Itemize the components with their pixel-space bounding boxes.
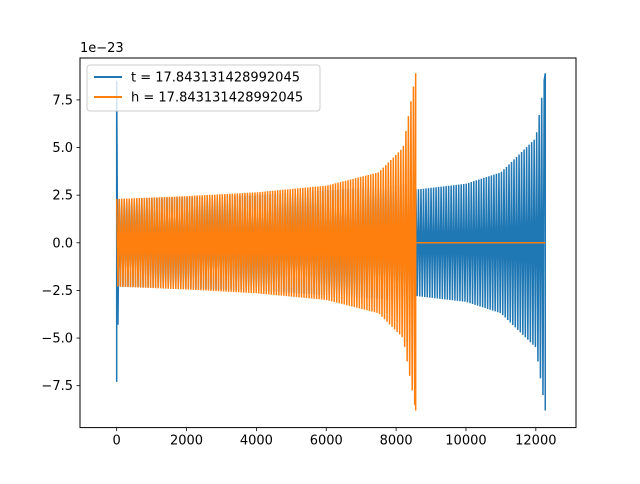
- y-tick-label: 2.5: [52, 189, 73, 204]
- y-tick-label: −5.0: [41, 332, 73, 347]
- y-tick-label: −2.5: [41, 284, 73, 299]
- y-tick-label: −7.5: [41, 379, 73, 394]
- x-tick-label: 12000: [515, 434, 556, 449]
- series-layer: [115, 73, 547, 411]
- y-axis: −7.5 −5.0 −2.5 0.0 2.5 5.0 7.5: [41, 93, 80, 394]
- series-line-h: [115, 73, 546, 411]
- legend-label-h: h = 17.843131428992045: [131, 91, 303, 106]
- x-tick-label: 4000: [240, 434, 273, 449]
- x-tick-label: 6000: [310, 434, 343, 449]
- x-axis: 0 2000 4000 6000 8000 10000 12000: [113, 427, 557, 449]
- y-offset-text: 1e−23: [80, 41, 124, 56]
- x-tick-label: 0: [113, 434, 121, 449]
- x-tick-label: 10000: [445, 434, 486, 449]
- x-tick-label: 2000: [170, 434, 203, 449]
- legend: t = 17.843131428992045 h = 17.8431314289…: [86, 64, 321, 112]
- x-tick-label: 8000: [380, 434, 413, 449]
- y-tick-label: 5.0: [52, 141, 73, 156]
- y-tick-label: 7.5: [52, 93, 73, 108]
- y-tick-label: 0.0: [52, 236, 73, 251]
- legend-box: [86, 64, 321, 112]
- legend-label-t: t = 17.843131428992045: [131, 71, 300, 86]
